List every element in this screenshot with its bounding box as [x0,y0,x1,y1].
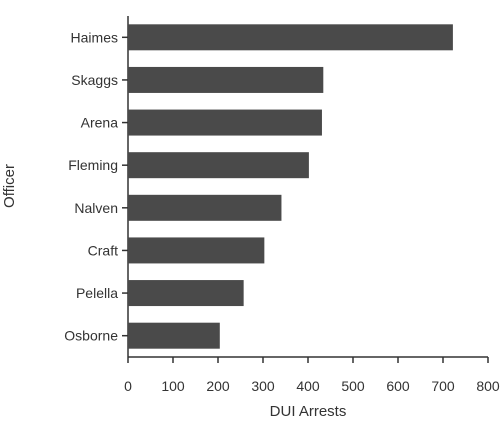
plot-area: Haimes Skaggs Arena Fleming Nalven Craft Pelel… [64,16,500,394]
x-tick-label: 600 [386,378,410,394]
bar-craft [128,237,265,264]
y-tick-label: Pelella [76,285,118,301]
y-tick-label: Skaggs [71,72,118,88]
x-tick-label: 300 [251,378,275,394]
bar-nalven [128,194,282,221]
y-tick-label: Arena [81,115,119,131]
x-tick-label: 500 [341,378,365,394]
bar-fleming [128,152,309,179]
bar-pelella [128,280,244,307]
y-tick-label: Craft [88,242,118,258]
y-axis-label: Officer [1,164,18,208]
bars [128,24,453,349]
y-tick-label: Nalven [74,200,118,216]
bar-osborne [128,322,220,349]
y-tick-label: Fleming [68,157,118,173]
x-tick-label: 0 [124,378,132,394]
x-tick-label: 200 [206,378,230,394]
y-axis-ticks: Haimes Skaggs Arena Fleming Nalven Craft Pelel… [64,29,128,344]
bar-skaggs [128,66,324,93]
x-tick-label: 800 [476,378,500,394]
x-tick-label: 100 [161,378,185,394]
x-axis-label: DUI Arrests [270,403,347,420]
x-axis-ticks: 0 100 200 300 400 500 600 700 800 [124,357,500,394]
bar-arena [128,109,322,136]
x-tick-label: 700 [431,378,455,394]
y-tick-label: Haimes [71,29,118,45]
y-tick-label: Osborne [64,328,118,344]
bar-haimes [128,24,453,51]
x-tick-label: 400 [296,378,320,394]
